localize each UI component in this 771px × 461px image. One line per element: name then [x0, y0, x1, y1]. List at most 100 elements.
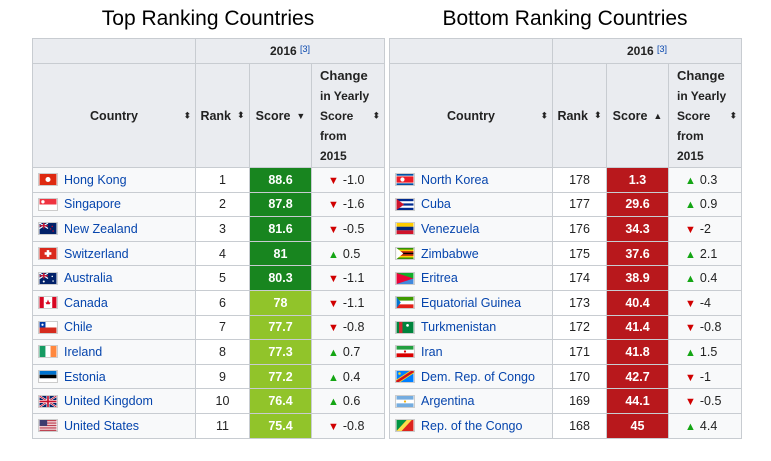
top-ranking-panel: Top Ranking Countries 2016 [3] Country ⬍… — [32, 0, 385, 439]
argentina-flag-icon — [395, 394, 415, 408]
country-link[interactable]: United States — [64, 418, 140, 433]
rank-cell: 169 — [552, 388, 607, 414]
country-column-header[interactable]: Country ⬍ — [32, 63, 196, 168]
change-column-header[interactable]: Change in Yearly Score from 2015 ⬍ — [668, 63, 742, 168]
country-link[interactable]: Venezuela — [421, 221, 480, 236]
sort-icon[interactable]: ⬍ — [372, 110, 380, 120]
sort-ascending-icon[interactable]: ▲ — [653, 110, 663, 121]
rank-column-header[interactable]: Rank ⬍ — [195, 63, 250, 168]
score-cell: 40.4 — [606, 289, 669, 316]
score-column-header[interactable]: Score ▲ — [606, 63, 669, 168]
table-row: Eritrea 174 38.9 ▲ 0.4 — [389, 265, 742, 291]
country-column-header[interactable]: Country ⬍ — [389, 63, 553, 168]
change-value: 2.1 — [699, 246, 718, 261]
table-row: Singapore 2 87.8 ▼ -1.6 — [32, 191, 385, 218]
rank-cell: 9 — [195, 363, 250, 390]
score-cell: 81.6 — [249, 216, 312, 242]
rank-header-label: Rank — [557, 108, 589, 123]
rank-cell: 6 — [195, 289, 250, 316]
score-column-header[interactable]: Score ▼ — [249, 63, 312, 168]
northkorea-flag-icon — [395, 173, 415, 187]
table-row: Hong Kong 1 88.6 ▼ -1.0 — [32, 167, 385, 193]
rank-cell: 4 — [195, 240, 250, 267]
table-row: Turkmenistan 172 41.4 ▼ -0.8 — [389, 314, 742, 341]
rank-cell: 3 — [195, 216, 250, 242]
top-ranking-title: Top Ranking Countries — [101, 7, 315, 30]
change-cell: ▲ 2.1 — [668, 240, 742, 267]
country-link[interactable]: Dem. Rep. of Congo — [421, 369, 535, 384]
country-cell: Hong Kong — [32, 167, 196, 193]
score-cell: 41.8 — [606, 339, 669, 365]
country-link[interactable]: Ireland — [64, 344, 103, 359]
rank-cell: 174 — [552, 265, 607, 291]
country-link[interactable]: Hong Kong — [64, 172, 127, 187]
sort-icon[interactable]: ⬍ — [237, 110, 245, 120]
increase-arrow-icon: ▲ — [328, 248, 339, 261]
score-cell: 75.4 — [249, 412, 312, 439]
change-value: -0.5 — [342, 221, 365, 236]
country-link[interactable]: New Zealand — [64, 221, 138, 236]
rank-cell: 178 — [552, 167, 607, 193]
rank-column-header[interactable]: Rank ⬍ — [552, 63, 607, 168]
sort-icon[interactable]: ⬍ — [183, 110, 191, 120]
country-link[interactable]: Cuba — [421, 197, 451, 212]
table-row: United Kingdom 10 76.4 ▲ 0.6 — [32, 388, 385, 414]
score-cell: 34.3 — [606, 216, 669, 242]
reference-link[interactable]: [3] — [300, 44, 311, 54]
change-value: -0.5 — [699, 394, 722, 409]
country-link[interactable]: United Kingdom — [64, 394, 153, 409]
change-header-line: in Yearly — [320, 88, 370, 103]
country-link[interactable]: Chile — [64, 320, 93, 335]
sort-descending-icon[interactable]: ▼ — [296, 110, 306, 121]
score-cell: 41.4 — [606, 314, 669, 341]
change-column-header[interactable]: Change in Yearly Score from 2015 ⬍ — [311, 63, 385, 168]
sort-icon[interactable]: ⬍ — [540, 110, 548, 120]
table-row: Equatorial Guinea 173 40.4 ▼ -4 — [389, 289, 742, 316]
country-link[interactable]: Turkmenistan — [421, 320, 497, 335]
country-header-label: Country — [447, 108, 495, 123]
country-link[interactable]: Iran — [421, 344, 443, 359]
increase-arrow-icon: ▲ — [685, 273, 696, 286]
sort-icon[interactable]: ⬍ — [729, 110, 737, 120]
country-link[interactable]: Eritrea — [421, 271, 458, 286]
country-link[interactable]: Argentina — [421, 394, 475, 409]
country-link[interactable]: Estonia — [64, 369, 106, 384]
table-row: Chile 7 77.7 ▼ -0.8 — [32, 314, 385, 341]
cuba-flag-icon — [395, 197, 415, 211]
change-cell: ▲ 0.4 — [668, 265, 742, 291]
change-header-line: from — [677, 128, 704, 143]
turkmenistan-flag-icon — [395, 320, 415, 334]
eritrea-flag-icon — [395, 271, 415, 285]
switzerland-flag-icon — [38, 247, 58, 261]
change-cell: ▼ -0.8 — [311, 412, 385, 439]
country-cell: New Zealand — [32, 216, 196, 242]
us-flag-icon — [38, 419, 58, 433]
country-cell: Zimbabwe — [389, 240, 553, 267]
increase-arrow-icon: ▲ — [328, 396, 339, 409]
bottom-ranking-table: 2016 [3] Country ⬍ Rank ⬍ Score ▲ Change i… — [389, 38, 742, 439]
sort-icon[interactable]: ⬍ — [594, 110, 602, 120]
change-cell: ▲ 0.3 — [668, 167, 742, 193]
increase-arrow-icon: ▲ — [328, 371, 339, 384]
change-value: 1.5 — [699, 344, 718, 359]
change-value: 0.9 — [699, 197, 718, 212]
country-link[interactable]: Australia — [64, 271, 113, 286]
chile-flag-icon — [38, 320, 58, 334]
country-link[interactable]: Switzerland — [64, 246, 129, 261]
change-value: -1.6 — [342, 197, 365, 212]
year-header: 2016 [3] — [552, 38, 742, 64]
country-link[interactable]: North Korea — [421, 172, 489, 187]
increase-arrow-icon: ▲ — [685, 199, 696, 212]
change-header-line: Score — [320, 108, 354, 123]
country-link[interactable]: Equatorial Guinea — [421, 295, 522, 310]
reference-link[interactable]: [3] — [657, 44, 668, 54]
score-cell: 29.6 — [606, 191, 669, 218]
country-cell: Ireland — [32, 339, 196, 365]
decrease-arrow-icon: ▼ — [328, 199, 339, 212]
country-link[interactable]: Rep. of the Congo — [421, 418, 523, 433]
country-cell: Argentina — [389, 388, 553, 414]
country-link[interactable]: Singapore — [64, 197, 121, 212]
country-link[interactable]: Zimbabwe — [421, 246, 479, 261]
bottom-ranking-rows: North Korea 178 1.3 ▲ 0.3 Cuba 177 29.6 ▲ 0.9 Vene… — [389, 167, 742, 439]
country-link[interactable]: Canada — [64, 295, 108, 310]
